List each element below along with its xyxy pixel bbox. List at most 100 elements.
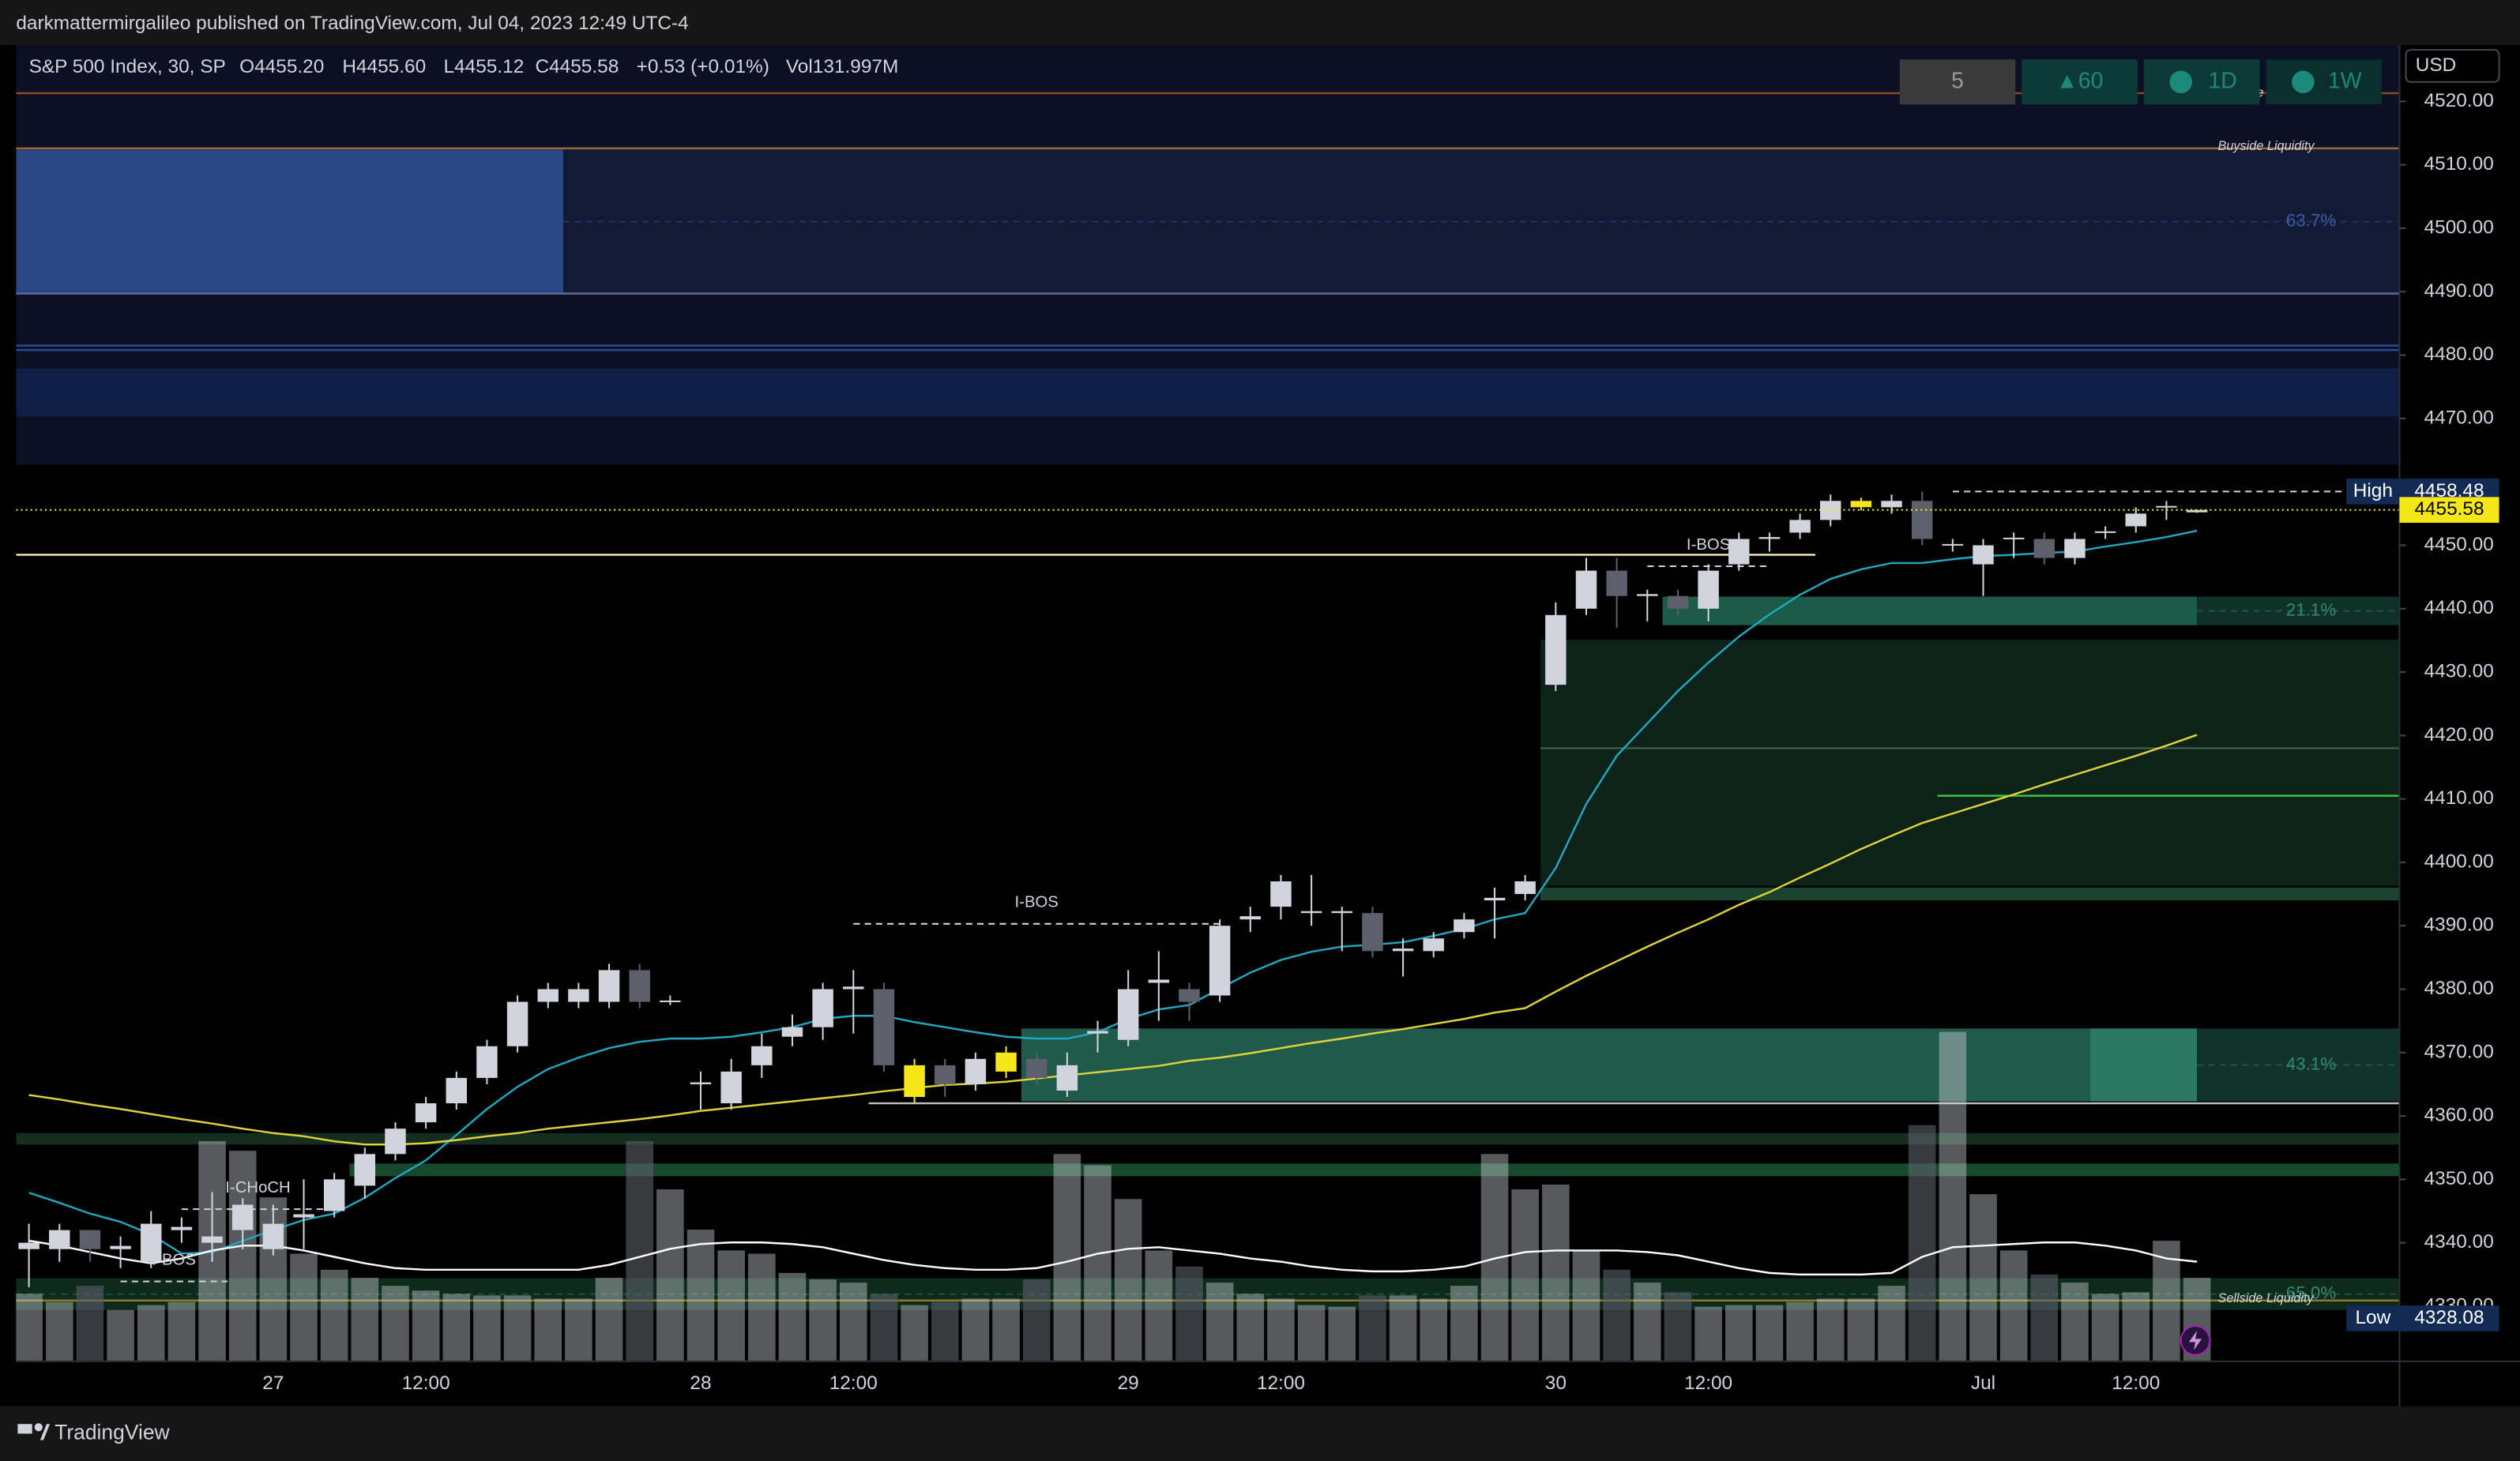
candle-body [995,1052,1017,1072]
toolbar-button[interactable] [1899,59,2016,105]
volume-bar [2091,1294,2119,1361]
volume-bar [2030,1274,2059,1361]
volume-bar [16,1294,43,1361]
volume-bar [442,1294,471,1361]
y-tick-label: 4380.00 [2424,978,2494,999]
volume-bar [1053,1154,1081,1361]
volume-bar [1786,1301,1814,1361]
x-tick-label: 12:00 [1684,1373,1732,1394]
zone [2089,1028,2198,1102]
zone [1540,640,2400,886]
zone [16,149,564,294]
volume-bar [1511,1189,1539,1361]
volume-bar [931,1301,959,1361]
candle-body [446,1077,468,1104]
volume-bar [992,1298,1020,1361]
volume-bar [2122,1292,2150,1361]
level-label: Sellside Liquidity [2218,1291,2315,1305]
toolbar-button[interactable] [2022,59,2138,105]
volume-bar [2061,1283,2089,1361]
candle-body [262,1223,284,1249]
candle-body [1758,537,1781,539]
volume-bar [1603,1269,1630,1361]
y-tick-label: 4510.00 [2424,153,2494,175]
candle-body [1239,916,1262,920]
volume-bar [1084,1165,1111,1361]
price-tag-value: 4455.58 [2414,498,2484,520]
y-tick-label: 4500.00 [2424,216,2494,238]
currency: USD [2416,54,2457,76]
volume-bar [1664,1292,1692,1361]
price-tag [2399,1305,2499,1331]
icon [2292,70,2315,94]
volume-bar [1847,1298,1875,1361]
candle-body [2003,537,2025,539]
volume-bar [839,1283,867,1361]
candle-body [79,1230,101,1249]
header-bar [0,0,2520,45]
x-tick-label: 27 [262,1373,284,1394]
volume-bar [1542,1184,1570,1361]
price-tag-label: Low [2355,1307,2390,1328]
y-tick-label: 4350.00 [2424,1168,2494,1189]
symbol-title: S&P 500 Index, 30, SP [29,56,226,77]
zone [16,1132,2400,1145]
y-tick-label: 4400.00 [2424,851,2494,872]
candle-body [904,1065,925,1098]
tradingview-logo [17,1423,51,1440]
zone-label: 63.7% [2286,210,2337,230]
volume-bar [1267,1298,1295,1361]
volume-bar [626,1141,653,1361]
candle-body [1179,989,1200,1002]
toolbar-button[interactable] [2143,59,2260,105]
legend-change: +0.53 (+0.01%) [637,56,769,77]
volume-bar [1359,1295,1386,1361]
candle-body [1331,911,1352,914]
y-tick-label: 4360.00 [2424,1105,2494,1126]
volume-bar [1999,1250,2028,1361]
zone [16,368,2400,417]
candle-body [568,989,589,1002]
candle-body [1728,539,1750,565]
candle-body [1667,595,1689,609]
candle-body [110,1245,131,1249]
level-label: Buyside Liquidity [2218,139,2315,153]
volume-bar [412,1290,440,1361]
plot-area: 63.7%21.1%43.1%65.0%Buyside LiquidityBuy… [16,44,2400,1361]
volume-bar [809,1279,837,1361]
legend-open: O4455.20 [239,56,324,77]
volume-bar [1420,1298,1448,1361]
toolbar-button[interactable] [2266,59,2383,105]
volume-bar [748,1253,776,1361]
currency-box[interactable] [2405,49,2500,83]
candle-body [720,1071,742,1104]
candle-body [1698,570,1719,609]
candle-body [1637,594,1658,596]
candle-body [660,1000,681,1002]
candle-body [2156,505,2177,508]
candle-body [1117,989,1139,1040]
price-tag-label-box [2346,1305,2400,1331]
volume-bar [1878,1286,1905,1361]
candle-body [385,1129,406,1155]
candle-body [873,989,895,1065]
x-tick-label: 12:00 [2112,1373,2160,1394]
y-tick-label: 4420.00 [2424,724,2494,746]
legend-low: L4455.12 [444,56,525,77]
candle-body [1514,881,1536,895]
volume-bar [1572,1250,1600,1361]
candle-body [1911,501,1933,539]
candle-body [812,989,833,1027]
volume-bar [137,1305,165,1361]
zone [1540,888,2400,901]
candle-body [2186,509,2208,513]
zone [349,1163,2400,1177]
volume-bar [1755,1305,1784,1361]
y-tick-label: 4440.00 [2424,597,2494,618]
price-tag-value: 4328.08 [2414,1307,2484,1328]
candle-body [1606,570,1627,596]
candle-body [1300,911,1322,914]
volume-bar [656,1189,684,1361]
